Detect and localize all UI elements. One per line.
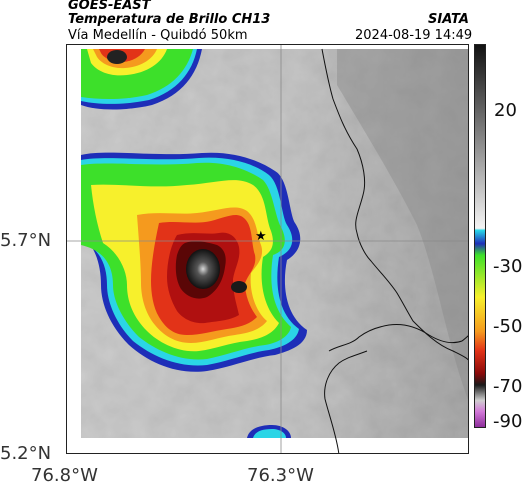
lon-tick-label: 76.8°W <box>31 465 98 486</box>
brightness-temperature-field <box>67 45 468 453</box>
datetime-label: 2024-08-19 14:49 <box>355 28 473 43</box>
satellite-title: GOES-EAST <box>68 0 151 13</box>
colorbar-label: 20 <box>494 100 517 121</box>
department-border-line <box>328 324 468 352</box>
colorbar-label: -50 <box>493 316 523 337</box>
lon-tick-label: 76.3°W <box>247 465 314 486</box>
route-label: Vía Medellín - Quibdó 50km <box>68 28 248 43</box>
country-border-line <box>321 48 468 361</box>
source-label: SIATA <box>428 12 469 27</box>
product-title: Temperatura de Brillo CH13 <box>68 12 271 27</box>
colorbar-label: -90 <box>493 411 523 432</box>
convective-cell-south <box>247 425 291 438</box>
location-star-marker[interactable]: ★ <box>255 229 267 244</box>
temperature-colorbar <box>474 44 486 428</box>
lat-tick-label: 5.7°N <box>0 230 52 251</box>
colorbar-label: -70 <box>493 376 523 397</box>
colorbar-label: -30 <box>493 256 523 277</box>
convective-cell-north <box>81 49 202 110</box>
satellite-map[interactable] <box>66 44 469 454</box>
lat-tick-label: 5.2°N <box>0 443 52 464</box>
convective-cell-main <box>81 152 307 372</box>
